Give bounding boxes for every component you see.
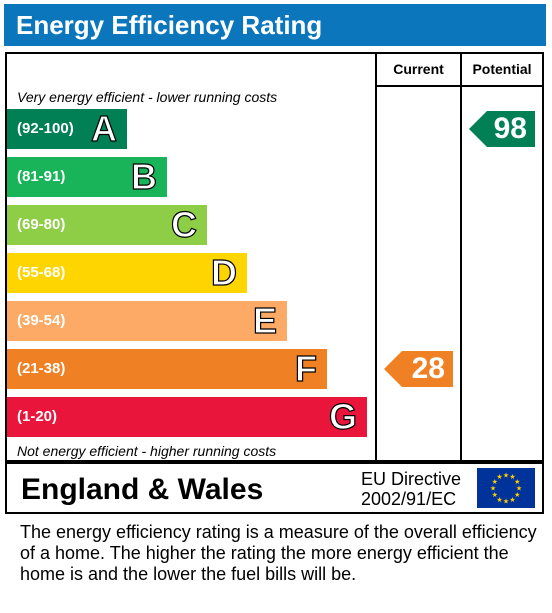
description: The energy efficiency rating is a measur… [20,522,537,584]
eu-star-icon: ★ [514,478,520,486]
band-letter-label: B [130,156,157,197]
directive-line-1: EU Directive [361,469,462,489]
band-range-label: (39-54) [17,312,66,329]
header-divider [377,85,542,87]
band-range-label: (92-100) [17,120,74,137]
page-title: Energy Efficiency Rating [16,10,323,40]
band-range-label: (1-20) [17,408,58,425]
title-bar: Energy Efficiency Rating [4,4,546,46]
eu-star-icon: ★ [496,496,502,504]
band-e: (39-54) E [7,300,287,341]
bottom-note: Not energy efficient - higher running co… [17,443,277,459]
current-rating-arrow: 28 [384,351,453,387]
band-range-label: (69-80) [17,216,66,233]
eu-flag-icon: ★ ★ ★ ★ ★ ★ ★ ★ ★ ★ ★ ★ [477,468,535,508]
band-b: (81-91) B [7,156,167,197]
eu-star-icon: ★ [516,485,522,493]
band-letter-label: C [170,204,197,245]
potential-column-header: Potential [472,61,532,77]
eu-star-icon: ★ [496,473,502,481]
current-column-header: Current [393,61,444,77]
band-letter-label: D [210,252,237,293]
eu-star-icon: ★ [492,478,498,486]
band-d: (55-68) D [7,252,247,293]
potential-rating-arrow-value: 98 [493,112,527,145]
eu-star-icon: ★ [503,498,509,506]
eu-star-icon: ★ [514,491,520,499]
potential-column-divider [460,54,462,460]
eu-star-icon: ★ [503,472,509,480]
eu-star-icon: ★ [492,491,498,499]
band-letter-label: G [328,396,357,437]
eu-star-icon: ★ [509,473,515,481]
band-range-label: (55-68) [17,264,66,281]
band-g: (1-20) G [7,396,367,437]
rating-chart: Current Potential Very energy efficient … [5,52,544,462]
directive-line-2: 2002/91/EC [361,489,457,509]
band-letter-label: E [252,300,277,341]
band-a: (92-100) A [7,108,127,149]
band-letter-label: F [294,348,317,389]
potential-rating-arrow: 98 [469,111,535,147]
band-f: (21-38) F [7,348,327,389]
current-rating-arrow-value: 28 [411,352,445,385]
footer: England & Wales EU Directive 2002/91/EC … [5,462,544,514]
band-range-label: (81-91) [17,168,66,185]
band-range-label: (21-38) [17,360,66,377]
current-column-divider [375,54,377,460]
top-note: Very energy efficient - lower running co… [17,89,278,105]
band-letter-label: A [90,108,117,149]
eu-star-icon: ★ [509,496,515,504]
eu-star-icon: ★ [490,485,496,493]
region-label: England & Wales [21,473,264,506]
band-c: (69-80) C [7,204,207,245]
